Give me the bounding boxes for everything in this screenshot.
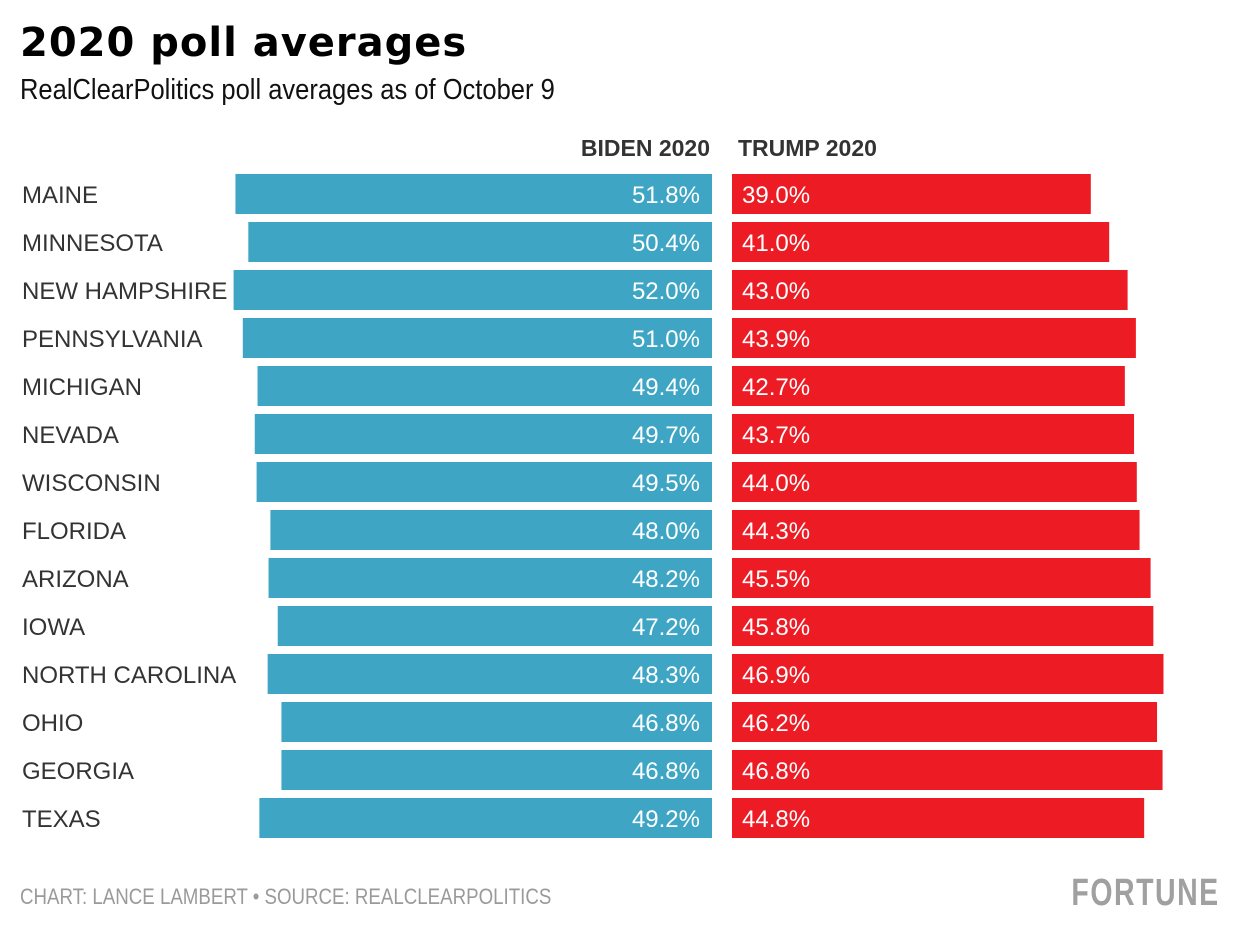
state-label: ARIZONA	[22, 566, 129, 593]
source-credit: CHART: LANCE LAMBERT • SOURCE: REALCLEAR…	[20, 884, 552, 909]
trump-bar	[732, 606, 1154, 646]
trump-bar	[732, 750, 1163, 790]
state-label: FLORIDA	[22, 518, 126, 545]
trump-bar	[732, 702, 1158, 742]
state-label: OHIO	[22, 710, 83, 737]
biden-bar	[242, 318, 713, 358]
biden-value-label: 46.8%	[632, 710, 700, 737]
trump-bar	[732, 222, 1110, 262]
state-label: NEVADA	[22, 422, 119, 449]
state-label: PENNSYLVANIA	[22, 326, 203, 353]
biden-bar	[254, 414, 712, 454]
biden-value-label: 48.0%	[632, 518, 700, 545]
biden-value-label: 51.0%	[632, 326, 700, 353]
chart-title: 2020 poll averages	[20, 20, 468, 66]
state-label: TEXAS	[22, 806, 101, 833]
trump-bar	[732, 462, 1137, 502]
biden-value-label: 48.3%	[632, 662, 700, 689]
state-label: MICHIGAN	[22, 374, 142, 401]
biden-bar	[267, 654, 712, 694]
biden-bar	[281, 750, 712, 790]
state-label: GEORGIA	[22, 758, 134, 785]
biden-value-label: 47.2%	[632, 614, 700, 641]
trump-value-label: 43.9%	[742, 326, 810, 353]
trump-value-label: 45.8%	[742, 614, 810, 641]
trump-value-label: 39.0%	[742, 182, 810, 209]
trump-value-label: 43.0%	[742, 278, 810, 305]
biden-bar	[233, 270, 712, 310]
biden-bar	[248, 222, 712, 262]
state-label: IOWA	[22, 614, 85, 641]
biden-bar	[277, 606, 712, 646]
biden-value-label: 51.8%	[632, 182, 700, 209]
trump-value-label: 46.2%	[742, 710, 810, 737]
trump-bar	[732, 558, 1151, 598]
state-label: MAINE	[22, 182, 98, 209]
biden-bar	[270, 510, 712, 550]
trump-bar	[732, 174, 1091, 214]
biden-bar	[256, 462, 712, 502]
trump-bar	[732, 366, 1125, 406]
trump-value-label: 44.3%	[742, 518, 810, 545]
trump-value-label: 46.9%	[742, 662, 810, 689]
legend-biden: BIDEN 2020	[581, 135, 710, 161]
biden-value-label: 50.4%	[632, 230, 700, 257]
state-label: MINNESOTA	[22, 230, 163, 257]
biden-bar	[235, 174, 712, 214]
biden-bar	[259, 798, 712, 838]
trump-value-label: 46.8%	[742, 758, 810, 785]
state-label: NEW HAMPSHIRE	[22, 278, 227, 305]
biden-value-label: 49.7%	[632, 422, 700, 449]
trump-value-label: 42.7%	[742, 374, 810, 401]
biden-bar	[268, 558, 712, 598]
fortune-logo: FORTUNE	[1071, 872, 1220, 914]
biden-value-label: 52.0%	[632, 278, 700, 305]
state-label: NORTH CAROLINA	[22, 662, 236, 689]
biden-value-label: 49.4%	[632, 374, 700, 401]
biden-value-label: 49.5%	[632, 470, 700, 497]
legend-trump: TRUMP 2020	[738, 135, 877, 161]
biden-value-label: 46.8%	[632, 758, 700, 785]
trump-bar	[732, 270, 1128, 310]
trump-bar	[732, 414, 1135, 454]
trump-value-label: 41.0%	[742, 230, 810, 257]
trump-bar	[732, 798, 1145, 838]
biden-value-label: 49.2%	[632, 806, 700, 833]
trump-bar	[732, 654, 1164, 694]
chart-subtitle: RealClearPolitics poll averages as of Oc…	[20, 74, 555, 106]
biden-bar	[281, 702, 712, 742]
biden-value-label: 48.2%	[632, 566, 700, 593]
trump-value-label: 45.5%	[742, 566, 810, 593]
trump-bar	[732, 318, 1136, 358]
state-label: WISCONSIN	[22, 470, 161, 497]
biden-bar	[257, 366, 712, 406]
trump-bar	[732, 510, 1140, 550]
trump-value-label: 44.0%	[742, 470, 810, 497]
trump-value-label: 44.8%	[742, 806, 810, 833]
trump-value-label: 43.7%	[742, 422, 810, 449]
